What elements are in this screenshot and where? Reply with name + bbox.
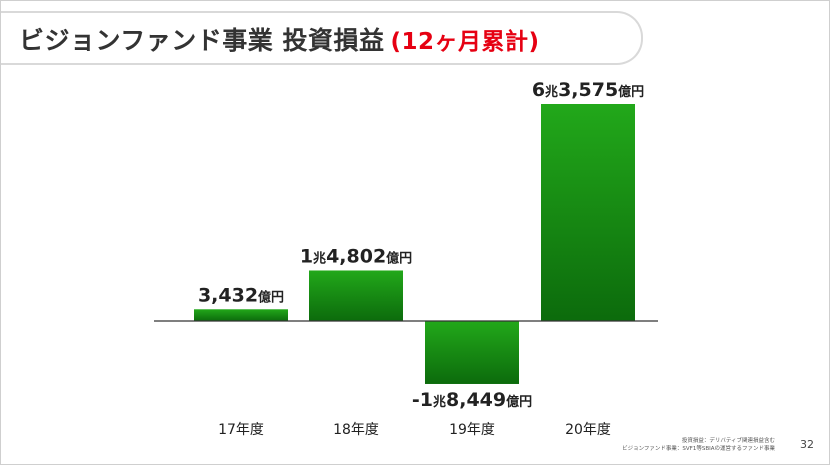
category-label-17年度: 17年度 — [218, 422, 264, 438]
category-label-19年度: 19年度 — [449, 422, 495, 438]
page-title: ビジョンファンド事業 投資損益 (12ヶ月累計) — [19, 21, 540, 57]
value-label-17年度: 3,432億円 — [198, 284, 284, 306]
title-main: ビジョンファンド事業 投資損益 — [19, 26, 385, 55]
bar-19年度 — [425, 321, 519, 384]
value-label-19年度: -1兆8,449億円 — [412, 389, 532, 411]
title-banner: ビジョンファンド事業 投資損益 (12ヶ月累計) — [1, 11, 643, 65]
title-highlight: (12ヶ月累計) — [390, 29, 540, 55]
page-number: 32 — [800, 438, 814, 451]
category-label-18年度: 18年度 — [333, 422, 379, 438]
category-label-20年度: 20年度 — [565, 422, 611, 438]
footnote-2: ビジョンファンド事業：SVF1等SBIAの運営するファンド事業 — [622, 446, 775, 452]
bar-17年度 — [194, 309, 288, 321]
bar-18年度 — [309, 270, 403, 321]
value-label-18年度: 1兆4,802億円 — [300, 245, 412, 267]
bar-20年度 — [541, 104, 635, 321]
footnote-1: 投資損益：デリバティブ関連損益含む — [681, 438, 775, 444]
value-label-20年度: 6兆3,575億円 — [532, 79, 644, 101]
